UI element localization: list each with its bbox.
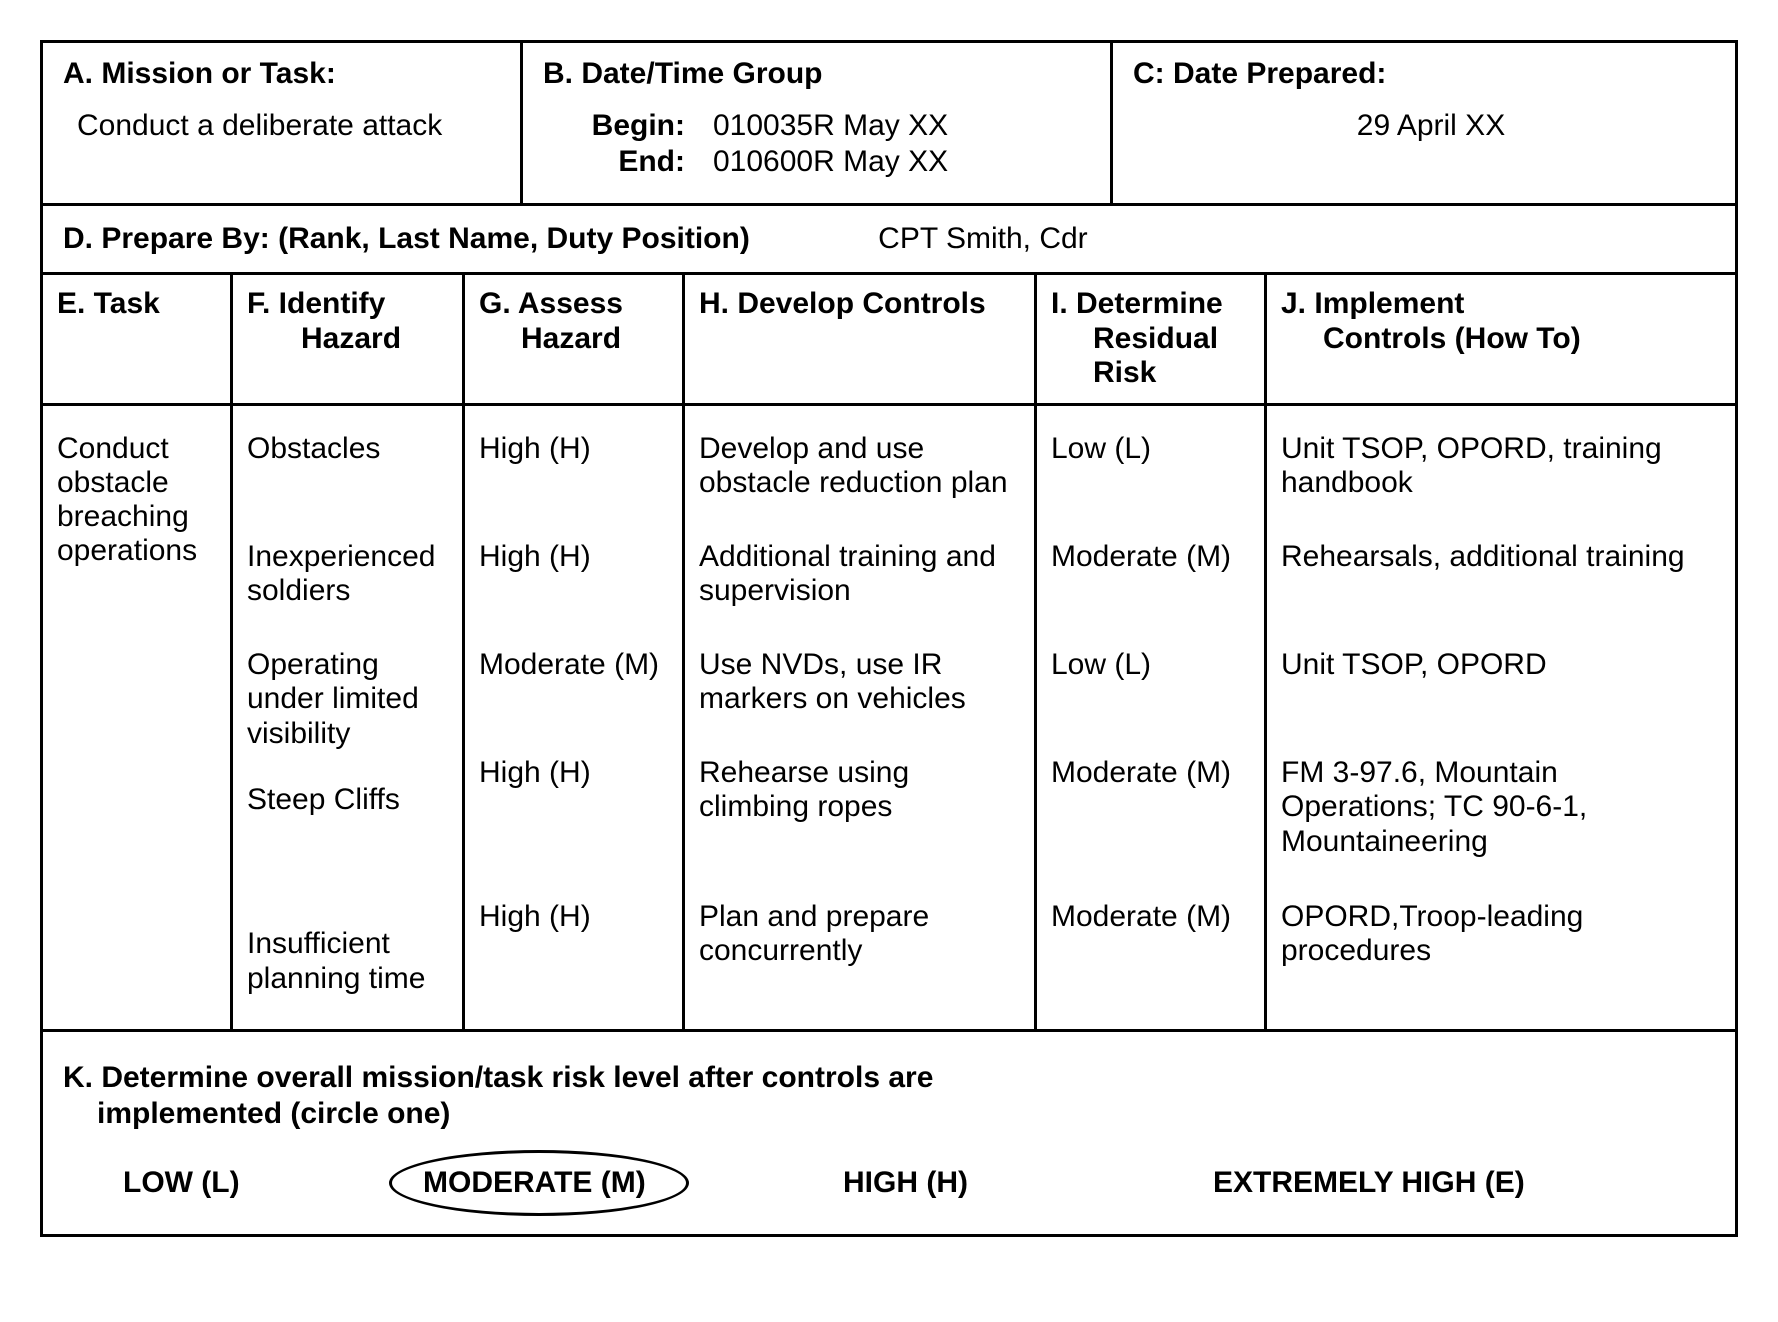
risk-worksheet: A. Mission or Task: Conduct a deliberate… (40, 40, 1738, 1237)
cell-implement-list: Unit TSOP, OPORD, training handbook Rehea… (1267, 406, 1735, 1030)
hazard-identify: Inexperienced soldiers (247, 540, 448, 616)
hazard-residual: Moderate (M) (1051, 900, 1250, 976)
hazard-identify: Steep Cliffs (247, 783, 448, 895)
cell-mission: A. Mission or Task: Conduct a deliberate… (43, 43, 523, 203)
section-k-title-l2: implemented (circle one) (63, 1096, 1715, 1132)
header-row-abc: A. Mission or Task: Conduct a deliberate… (43, 43, 1735, 206)
cell-dtg: B. Date/Time Group Begin: 010035R May XX… (523, 43, 1113, 203)
hazard-residual: Low (L) (1051, 648, 1250, 724)
hazard-assess: Moderate (M) (479, 648, 668, 724)
col-header-residual-l1: I. Determine (1051, 287, 1223, 320)
section-k: K. Determine overall mission/task risk l… (43, 1032, 1735, 1234)
hazard-controls: Additional training and supervision (699, 540, 1020, 616)
cell-assess-list: High (H) High (H) Moderate (M) High (H) High… (465, 406, 685, 1030)
risk-option-low[interactable]: LOW (L) (123, 1166, 423, 1200)
label-end: End: (563, 145, 713, 179)
label-date-prepared: C: Date Prepared: (1133, 57, 1715, 91)
col-header-controls: H. Develop Controls (685, 275, 1037, 403)
hazard-residual: Moderate (M) (1051, 540, 1250, 616)
data-row: Conduct obstacle breaching operations Ob… (43, 406, 1735, 1033)
col-header-identify: F. Identify Hazard (233, 275, 465, 403)
cell-controls-list: Develop and use obstacle reduction plan A… (685, 406, 1037, 1030)
hazard-controls: Develop and use obstacle reduction plan (699, 432, 1020, 508)
label-dtg: B. Date/Time Group (543, 57, 1090, 91)
hazard-identify: Operating under limited visibility (247, 648, 448, 752)
hazard-implement: FM 3-97.6, Mountain Operations; TC 90-6-… (1281, 756, 1721, 868)
value-begin: 010035R May XX (713, 109, 1090, 143)
col-header-implement: J. Implement Controls (How To) (1267, 275, 1735, 403)
risk-level-options: LOW (L) MODERATE (M) HIGH (H) EXTREMELY … (63, 1166, 1715, 1200)
col-header-residual-l2: Residual Risk (1051, 322, 1250, 391)
hazard-controls: Plan and prepare concurrently (699, 900, 1020, 976)
col-header-identify-l1: F. Identify (247, 287, 385, 320)
hazard-residual: Low (L) (1051, 432, 1250, 508)
risk-option-high[interactable]: HIGH (H) (843, 1166, 1213, 1200)
risk-option-moderate[interactable]: MODERATE (M) (423, 1166, 843, 1200)
cell-task: Conduct obstacle breaching operations (43, 406, 233, 1030)
label-prepared-by: D. Prepare By: (Rank, Last Name, Duty Po… (63, 222, 750, 255)
risk-option-moderate-label: MODERATE (M) (423, 1166, 646, 1199)
cell-date-prepared: C: Date Prepared: 29 April XX (1113, 43, 1735, 203)
col-header-task: E. Task (43, 275, 233, 403)
col-header-implement-l2: Controls (How To) (1281, 322, 1721, 357)
col-header-assess-l1: G. Assess (479, 287, 623, 320)
hazard-assess: High (H) (479, 432, 668, 508)
hazard-assess: High (H) (479, 756, 668, 868)
cell-residual-list: Low (L) Moderate (M) Low (L) Moderate (M) Mo… (1037, 406, 1267, 1030)
row-prepared-by: D. Prepare By: (Rank, Last Name, Duty Po… (43, 206, 1735, 275)
col-header-identify-l2: Hazard (247, 322, 448, 357)
hazard-controls: Use NVDs, use IR markers on vehicles (699, 648, 1020, 724)
column-header-row: E. Task F. Identify Hazard G. Assess Haz… (43, 275, 1735, 406)
value-mission: Conduct a deliberate attack (63, 109, 500, 143)
hazard-identify: Insufficient planning time (247, 927, 448, 1003)
hazard-implement: Unit TSOP, OPORD (1281, 648, 1721, 724)
hazard-implement: OPORD,Troop-leading procedures (1281, 900, 1721, 976)
hazard-controls: Rehearse using climbing ropes (699, 756, 1020, 868)
col-header-assess-l2: Hazard (479, 322, 668, 357)
hazard-identify: Obstacles (247, 432, 448, 508)
section-k-title-l1: K. Determine overall mission/task risk l… (63, 1061, 933, 1094)
hazard-assess: High (H) (479, 900, 668, 976)
col-header-assess: G. Assess Hazard (465, 275, 685, 403)
col-header-residual: I. Determine Residual Risk (1037, 275, 1267, 403)
hazard-implement: Rehearsals, additional training (1281, 540, 1721, 616)
label-mission: A. Mission or Task: (63, 57, 500, 91)
hazard-implement: Unit TSOP, OPORD, training handbook (1281, 432, 1721, 508)
value-end: 010600R May XX (713, 145, 1090, 179)
value-date-prepared: 29 April XX (1133, 109, 1715, 143)
label-begin: Begin: (563, 109, 713, 143)
value-prepared-by: CPT Smith, Cdr (758, 222, 1088, 256)
cell-identify-list: Obstacles Inexperienced soldiers Operating… (233, 406, 465, 1030)
col-header-implement-l1: J. Implement (1281, 287, 1464, 320)
hazard-assess: High (H) (479, 540, 668, 616)
hazard-residual: Moderate (M) (1051, 756, 1250, 868)
section-k-title: K. Determine overall mission/task risk l… (63, 1060, 1715, 1132)
risk-option-extreme[interactable]: EXTREMELY HIGH (E) (1213, 1166, 1715, 1200)
